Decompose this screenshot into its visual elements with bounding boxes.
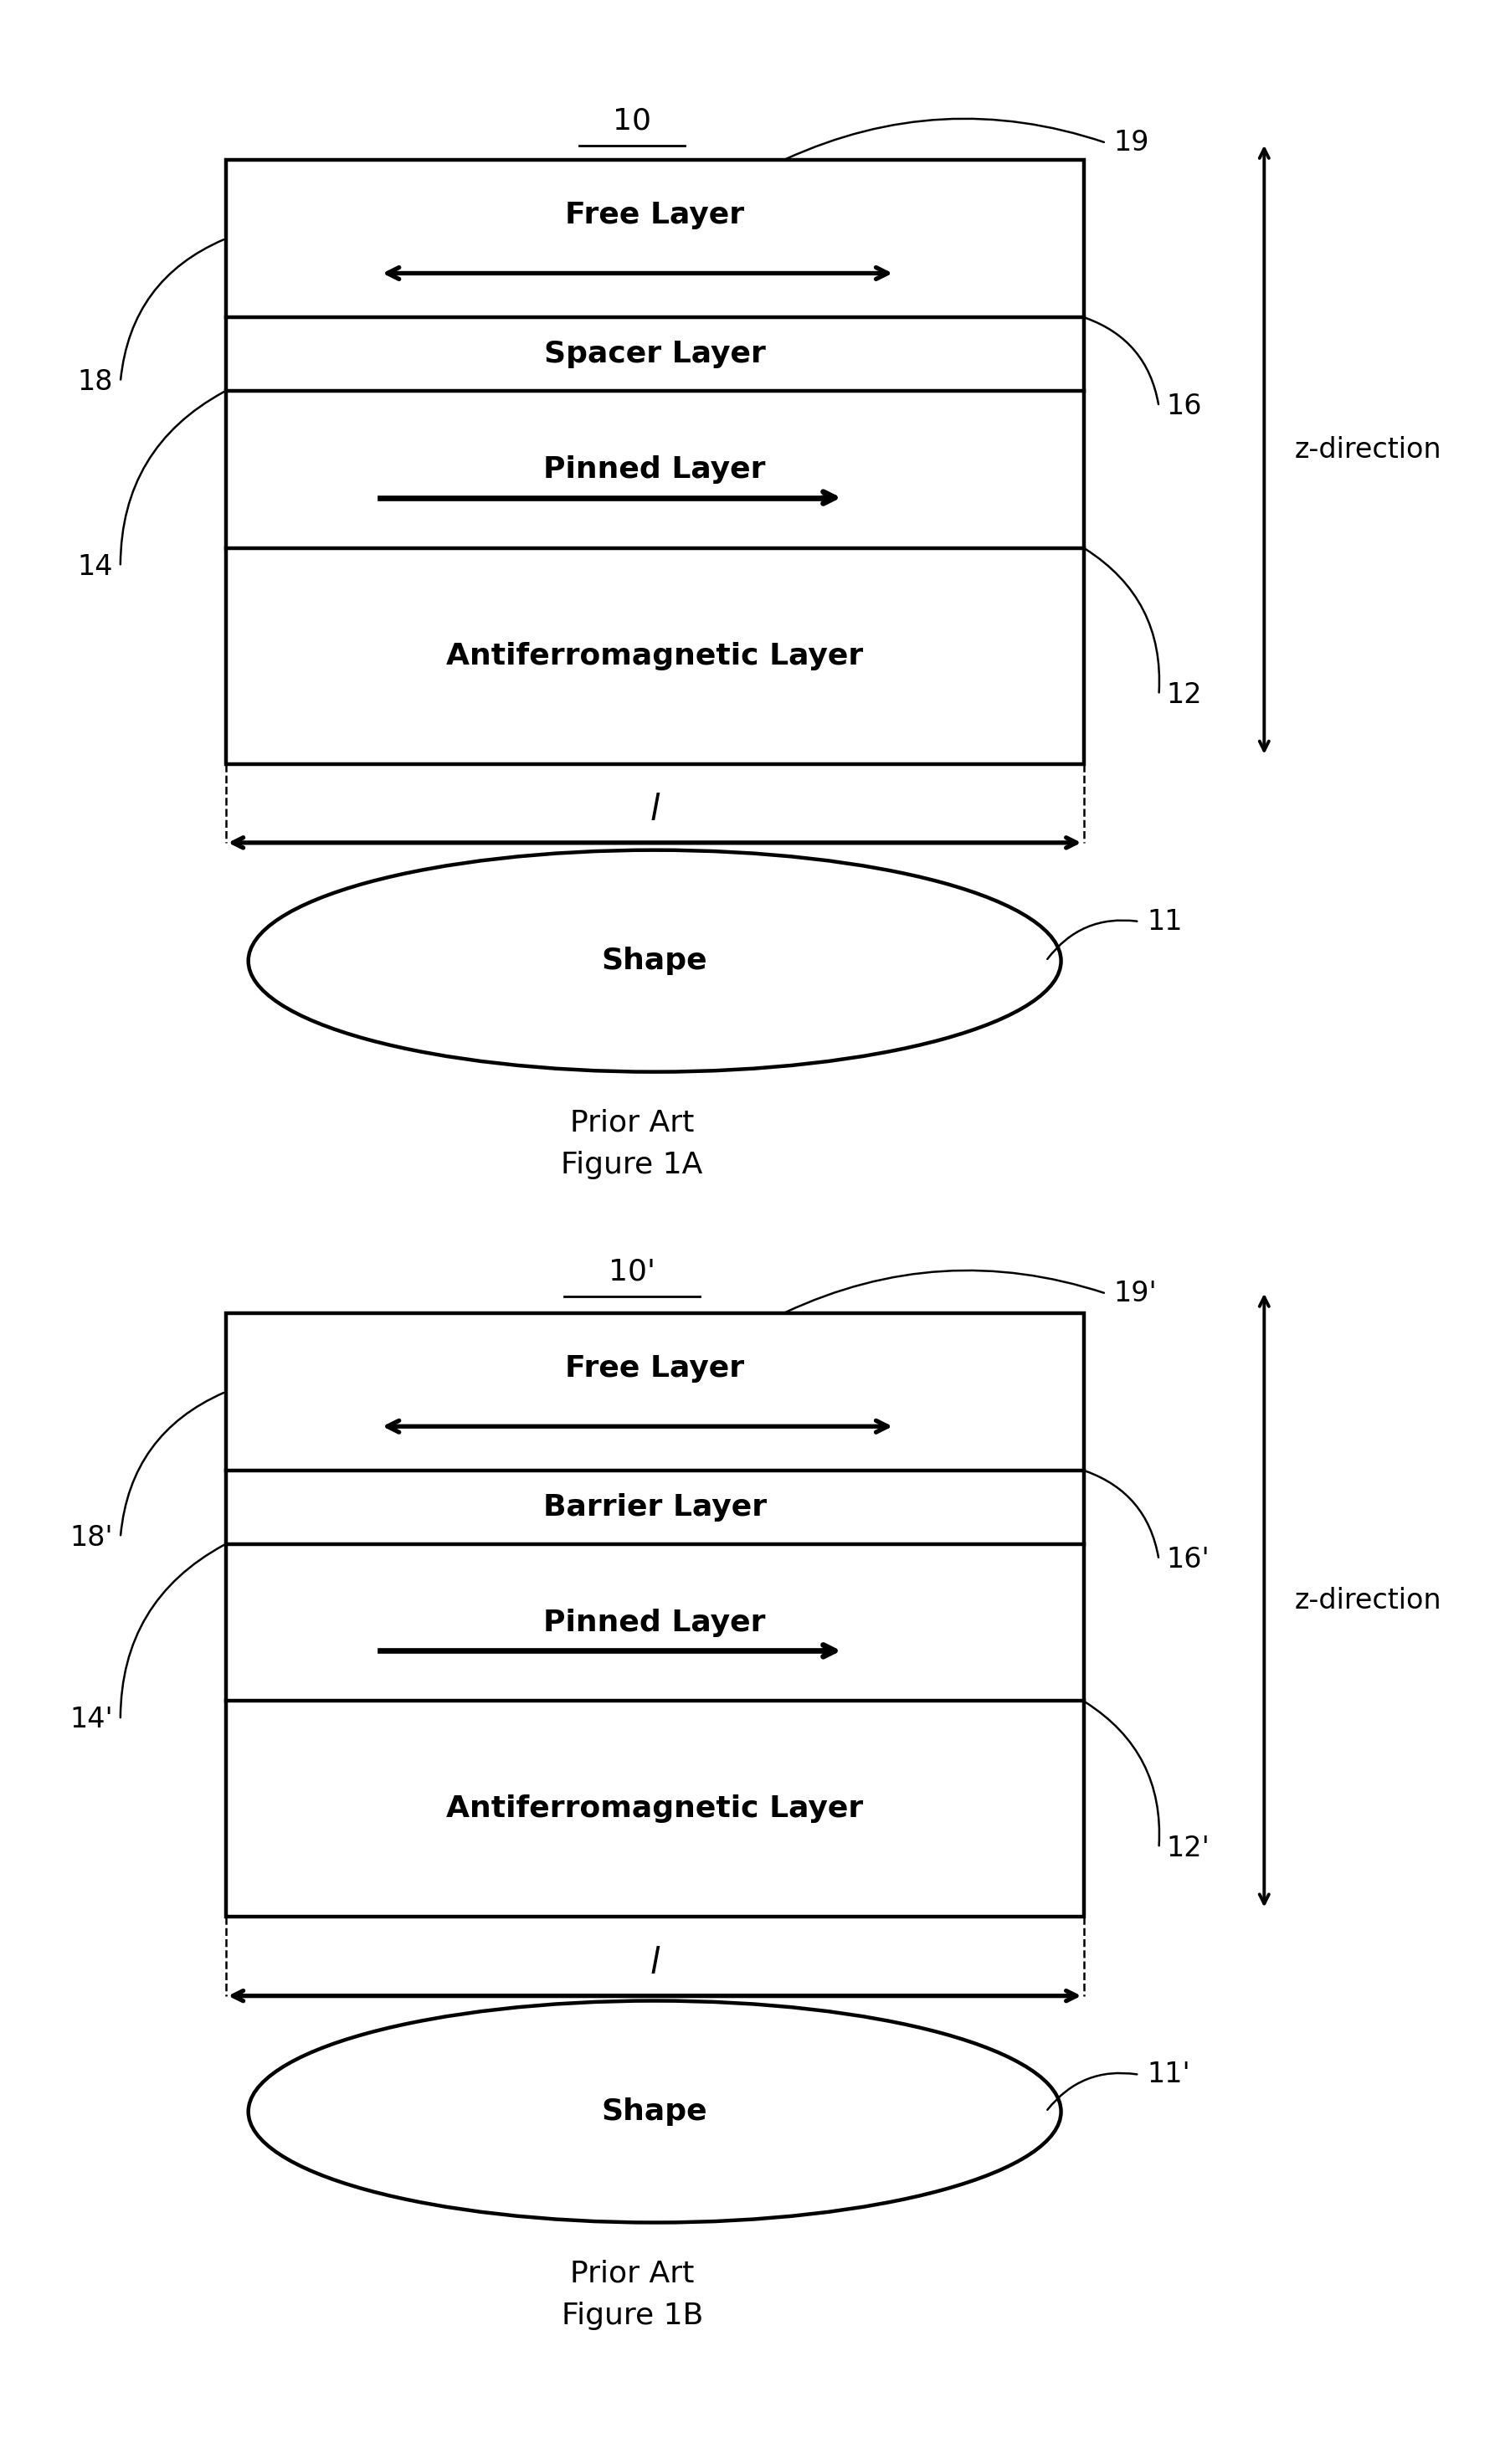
Text: l: l: [650, 1947, 659, 1981]
Text: Antiferromagnetic Layer: Antiferromagnetic Layer: [445, 641, 864, 670]
Text: 12: 12: [1166, 680, 1202, 710]
Text: 12': 12': [1166, 1833, 1210, 1863]
Bar: [226, 1313, 1084, 1917]
Ellipse shape: [248, 850, 1061, 1072]
Text: 18: 18: [77, 367, 113, 397]
Text: Spacer Layer: Spacer Layer: [543, 340, 766, 367]
Text: 10: 10: [613, 106, 652, 136]
Text: z-direction: z-direction: [1294, 1587, 1442, 1614]
Text: Antiferromagnetic Layer: Antiferromagnetic Layer: [445, 1794, 864, 1823]
Text: Barrier Layer: Barrier Layer: [543, 1493, 766, 1520]
Text: 14': 14': [69, 1705, 113, 1735]
Bar: [226, 160, 1084, 764]
Text: Free Layer: Free Layer: [564, 1355, 745, 1382]
Text: z-direction: z-direction: [1294, 436, 1442, 463]
Text: Prior Art
Figure 1B: Prior Art Figure 1B: [561, 2259, 703, 2331]
Text: 14: 14: [77, 552, 113, 582]
Text: 19: 19: [1114, 128, 1150, 158]
Text: Free Layer: Free Layer: [564, 202, 745, 229]
Text: 16': 16': [1166, 1545, 1210, 1574]
Ellipse shape: [248, 2001, 1061, 2223]
Text: Shape: Shape: [602, 946, 707, 976]
Text: Pinned Layer: Pinned Layer: [543, 456, 766, 483]
Text: Pinned Layer: Pinned Layer: [543, 1609, 766, 1636]
Text: Prior Art
Figure 1A: Prior Art Figure 1A: [561, 1109, 703, 1180]
Text: Shape: Shape: [602, 2097, 707, 2126]
Text: 10': 10': [608, 1257, 656, 1286]
Text: 11': 11': [1147, 2060, 1190, 2089]
Text: 16: 16: [1166, 392, 1202, 421]
Text: 18': 18': [69, 1523, 113, 1552]
Text: 19': 19': [1114, 1279, 1157, 1308]
Text: 11: 11: [1147, 907, 1183, 936]
Text: l: l: [650, 793, 659, 828]
